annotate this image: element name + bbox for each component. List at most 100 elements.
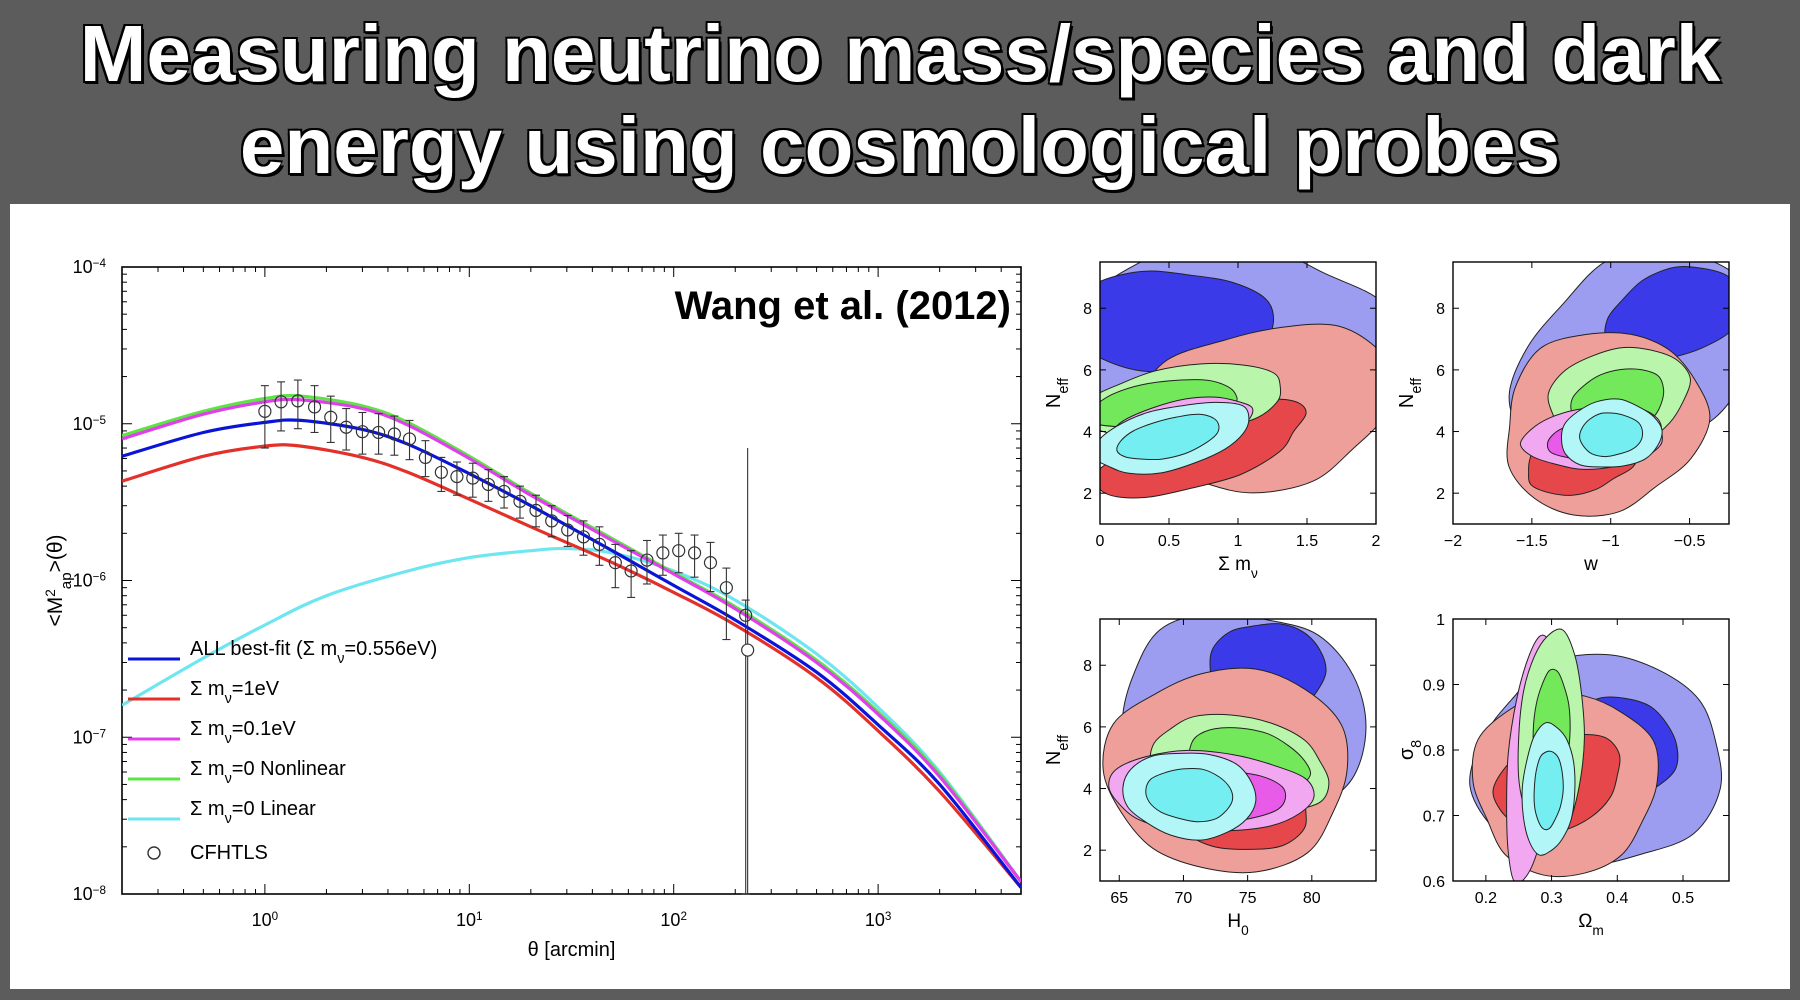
x-tick-label-part: 1 [476,910,483,923]
contour-y-axis-label: Neff [1043,734,1072,765]
contour-y-tick-label: 4 [1083,782,1092,799]
y-tick-label: 10−6 [73,570,106,591]
legend-marker [147,846,161,860]
data-point [608,556,622,570]
contour-x-tick-label: −2 [1444,533,1462,550]
contour-x-tick-label-part: 65 [1110,890,1128,907]
contour-y-axis-label: Neff [1043,377,1072,408]
contour-regions [1100,262,1376,499]
data-point [703,556,718,570]
contour-region-cyan_dark [1533,750,1564,831]
contour-y-tick-label-part: 6 [1083,720,1092,737]
y-axis-label-part: >(θ) [44,534,67,572]
data-point [402,432,417,446]
legend-label-part: CFHTLS [190,842,268,864]
x-tick-label-part: 3 [885,910,892,923]
data-point [371,425,386,440]
contour-x-axis-label: w [1583,554,1598,575]
x-tick-label-part: 10 [865,910,885,930]
citation-annotation-part: Wang et al. (2012) [675,284,1011,328]
legend-label-part: ν [225,691,232,707]
contour-y-tick-label-part: 0.7 [1423,809,1445,826]
contour-x-axis-label-part: w [1583,554,1598,575]
contour-y-axis-label-part: eff [1409,377,1425,394]
contour-region-cyan_dark [1116,413,1220,461]
contour-x-tick-label-part: 1.5 [1296,533,1318,550]
contour-y-tick-label: 0.8 [1423,743,1445,760]
contour-x-tick-label-part: 1 [1234,533,1243,550]
legend-label-part: =0.1eV [232,718,297,740]
contour-y-tick-label-part: 8 [1436,301,1445,318]
contour-panel-2: −2 −1.5 −1 −0.5 2 4 6 8 w Neff [1396,261,1730,575]
data-point [640,553,654,567]
x-tick-label-part: 10 [252,910,272,930]
data-point [529,503,543,518]
legend-label-part: Σ m [190,798,225,820]
contour-y-axis-label-part: N [1043,751,1065,765]
contour-x-tick-label: −0.5 [1674,533,1706,550]
data-point [355,425,370,439]
y-tick-label-part: −4 [93,257,107,270]
main-plot-frame [121,266,1022,895]
contour-y-tick-label: 4 [1083,425,1092,442]
contour-x-axis-label-part: Ω [1578,911,1592,932]
y-tick-label-part: 10 [73,727,93,747]
data-point [307,400,322,414]
title-line-2: energy using cosmological probes [239,101,1561,190]
legend-label-part: ν [337,651,344,667]
x-axis-label-part: θ [arcmin] [528,939,616,961]
contour-x-tick-label-part: 80 [1303,890,1321,907]
data-point [481,477,495,492]
legend-label: Σ mν=0 Nonlinear [190,758,346,787]
contour-y-tick-label-part: 2 [1083,486,1092,503]
x-tick-label-part: 10 [456,910,476,930]
contour-y-axis-label-group: Neff [1043,734,1072,765]
x-tick-label: 101 [456,910,483,931]
contour-x-tick-label-part: −1.5 [1516,533,1548,550]
contour-y-tick-label: 6 [1083,363,1092,380]
contour-y-tick-label: 8 [1436,301,1445,318]
x-tick-label-part: 0 [272,910,279,923]
y-tick-label-part: 10 [73,414,93,434]
contour-x-tick-label: −1.5 [1516,533,1548,550]
contour-regions [1102,619,1367,874]
contour-x-axis-label-part: Σ m [1218,554,1251,575]
y-tick-label: 10−8 [73,884,106,905]
x-tick-label-part: 2 [680,910,687,923]
legend-label-part: =0 Linear [232,798,316,820]
contour-x-axis-label-part: H [1227,911,1241,932]
contour-panel-3: 65 70 75 80 2 4 6 8 H0 Neff [1043,618,1377,938]
contour-x-tick-label: 75 [1239,890,1257,907]
y-axis-label-group: <M2ap>(θ) [43,534,75,626]
contour-x-axis-label: Ωm [1578,911,1604,938]
data-point [450,470,464,484]
y-axis-label-part: <M [44,597,67,627]
contour-y-tick-label: 0.6 [1423,874,1445,891]
contour-y-tick-label: 6 [1436,363,1445,380]
data-point [687,546,702,560]
legend-label-part: Σ m [190,758,225,780]
contour-plot-frame [1099,618,1377,882]
contour-x-axis-label-part: m [1592,923,1603,938]
data-point [258,404,272,418]
contour-panel-4: 0.2 0.3 0.4 0.5 0.6 0.7 0.8 0.9 1 Ωm σ8 [1396,612,1730,938]
contour-x-tick-label-part: −1 [1602,533,1620,550]
contour-regions [1506,262,1729,517]
data-point [339,420,353,434]
contour-y-tick-label-part: 2 [1436,486,1445,503]
contour-x-tick-label-part: 75 [1239,890,1257,907]
citation-annotation: Wang et al. (2012) [675,284,1011,328]
legend-label-part: ν [225,811,232,827]
data-point [741,643,755,657]
y-tick-label: 10−7 [73,727,106,748]
contour-x-tick-label: −1 [1602,533,1620,550]
contour-y-axis-label-part: N [1396,394,1418,408]
contour-x-tick-label: 0 [1096,533,1105,550]
y-axis-label-part: ap [58,572,75,589]
contour-x-tick-label: 0.2 [1475,890,1497,907]
contour-x-tick-label: 65 [1110,890,1128,907]
contour-y-tick-label-part: 4 [1083,425,1092,442]
contour-y-axis-label-group: σ8 [1396,740,1425,760]
contour-x-tick-label-part: 0.3 [1540,890,1562,907]
